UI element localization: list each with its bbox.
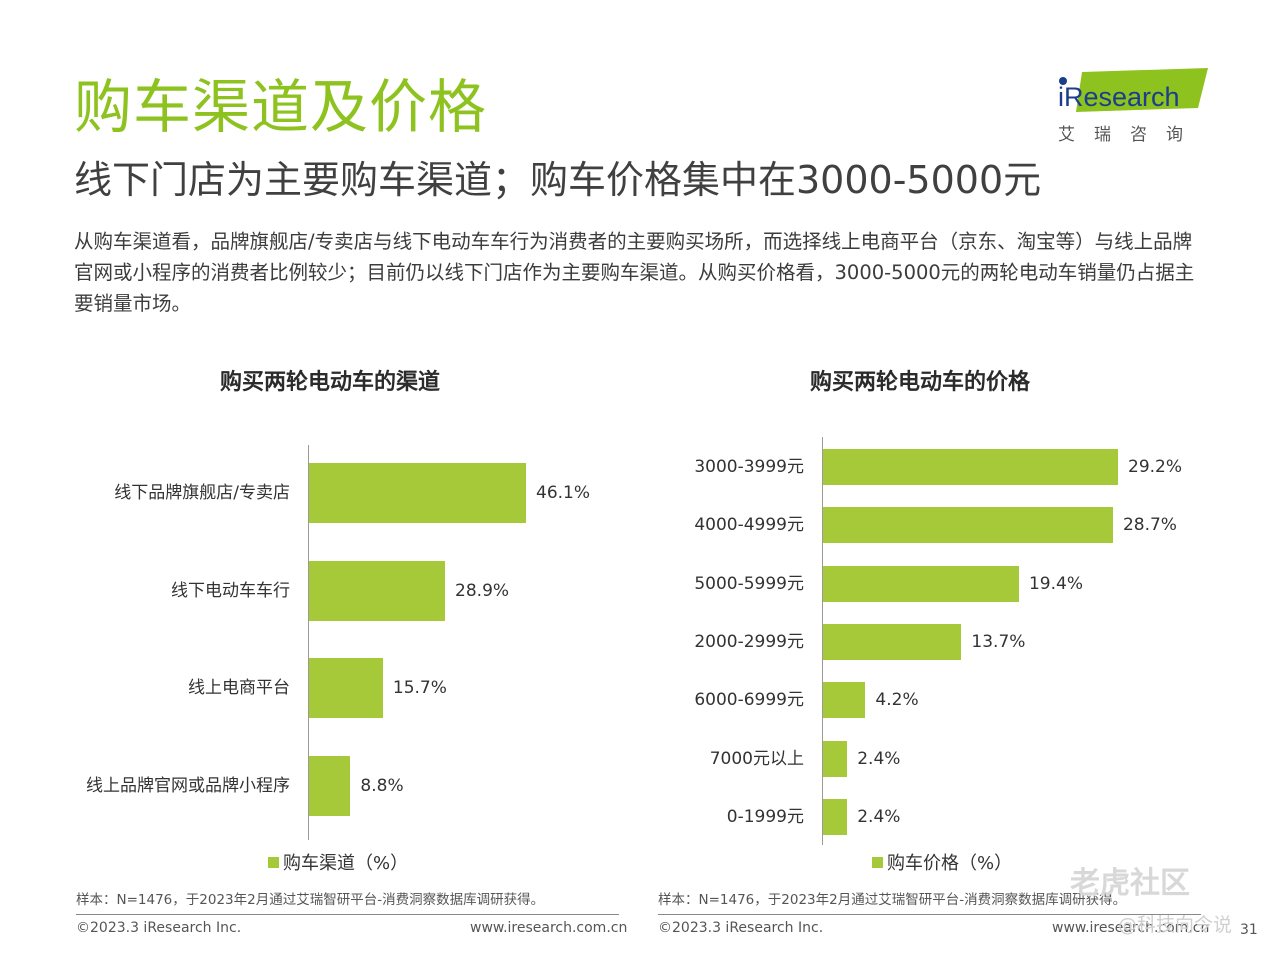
chart-bar [309,463,526,523]
category-label: 7000元以上 [709,748,804,769]
value-label: 2.4% [857,806,901,827]
logo-dot [1059,77,1067,85]
chart-bar [309,658,383,718]
value-label: 13.7% [971,631,1026,652]
watermark-community: 老虎社区 [1070,866,1190,901]
category-label: 线下电动车车行 [171,580,290,601]
legend-label: 购车价格（%） [887,853,1013,874]
value-label: 28.9% [455,580,510,601]
chart-bar [309,755,351,816]
chart-bar [823,682,866,719]
footer-divider-left [76,914,619,915]
legend-channel: 购车渠道（%） [268,849,408,875]
category-label: 5000-5999元 [694,573,804,594]
category-label: 6000-6999元 [694,690,804,711]
sample-note-left: 样本：N=1476，于2023年2月通过艾瑞智研平台-消费洞察数据库调研获得。 [76,892,545,908]
sample-note-right: 样本：N=1476，于2023年2月通过艾瑞智研平台-消费洞察数据库调研获得。 [658,892,1127,908]
page-number: 31 [1240,922,1258,938]
category-label: 线上电商平台 [188,678,290,698]
value-label: 2.4% [857,748,901,769]
copyright-left: ©2023.3 iResearch Inc. [76,920,242,936]
logo-chinese-text: 艾瑞咨询 [1058,125,1202,145]
category-label: 线下品牌旗舰店/专卖店 [114,483,290,503]
category-label: 4000-4999元 [694,515,804,536]
chart-axis-line [822,437,823,845]
value-label: 28.7% [1122,515,1177,536]
chart-bar [823,740,848,777]
category-label: 0-1999元 [726,806,804,827]
chart-bar [823,507,1113,544]
iresearch-logo: iResearch [1058,68,1208,112]
legend-price: 购车价格（%） [872,849,1012,875]
value-label: 29.2% [1128,457,1183,477]
value-label: 15.7% [392,678,447,698]
category-label: 2000-2999元 [694,631,804,652]
value-label: 46.1% [536,483,591,503]
chart-bar [823,565,1019,602]
logo-background-shape [1076,68,1208,112]
chart-title-channel: 购买两轮电动车的渠道 [219,370,440,395]
chart-bar [823,798,848,835]
value-label: 8.8% [360,775,404,796]
page-title: 购车渠道及价格 [74,73,488,141]
summary-paragraph: 从购车渠道看，品牌旗舰店/专卖店与线下电动车车行为消费者的主要购买场所，而选择线… [74,230,1195,315]
legend-label: 购车渠道（%） [283,853,409,874]
chart-bar [309,560,446,621]
chart-title-price: 购买两轮电动车的价格 [809,370,1030,395]
logo-text: iResearch [1058,82,1180,112]
footer-divider-right [658,914,1201,915]
category-label: 线上品牌官网或品牌小程序 [86,775,290,796]
chart-axis-line [308,445,309,840]
website-link-right[interactable]: www.iresearch.com.cn [1052,920,1210,936]
page-subtitle: 线下门店为主要购车渠道；购车价格集中在3000-5000元 [74,158,1042,202]
watermark-author: @科技向令说 [1118,914,1233,936]
value-label: 19.4% [1028,573,1083,594]
legend-swatch [872,857,883,868]
chart-bar [823,449,1118,485]
legend-swatch [268,857,279,868]
chart-bar [823,623,962,660]
value-label: 4.2% [875,690,919,711]
copyright-right: ©2023.3 iResearch Inc. [658,920,824,936]
category-label: 3000-3999元 [694,457,804,477]
website-link-left[interactable]: www.iresearch.com.cn [470,920,628,936]
